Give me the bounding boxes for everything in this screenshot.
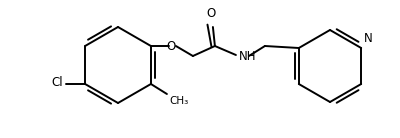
Text: Cl: Cl [52, 76, 63, 90]
Text: N: N [364, 32, 373, 45]
Text: O: O [166, 39, 176, 52]
Text: CH₃: CH₃ [169, 96, 188, 106]
Text: O: O [206, 7, 216, 20]
Text: NH: NH [239, 50, 256, 63]
